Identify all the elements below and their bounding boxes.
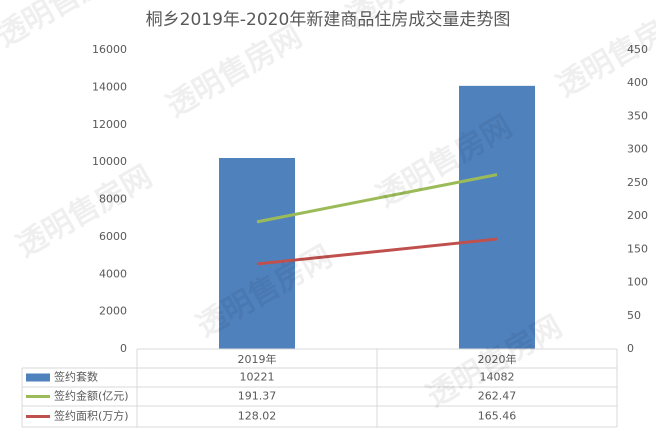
bar: [459, 85, 535, 350]
y-tick-label: 6000: [99, 230, 127, 243]
legend-label: 签约金额(亿元): [54, 389, 129, 403]
y2-tick-label: 200: [627, 209, 648, 222]
y2-tick-label: 350: [627, 109, 648, 122]
y2-tick-label: 0: [627, 342, 634, 355]
y2-tick-label: 100: [627, 276, 648, 289]
y-tick-label: 0: [120, 342, 127, 355]
x-tick-label: 2019年: [238, 352, 277, 366]
line: [256, 173, 498, 224]
y-tick-label: 10000: [92, 155, 127, 168]
y2-tick-label: 250: [627, 176, 648, 189]
table-value: 191.37: [238, 390, 277, 403]
y2-tick-label: 300: [627, 143, 648, 156]
y2-tick-label: 150: [627, 242, 648, 255]
table-value: 128.02: [238, 410, 277, 423]
chart-title: 桐乡2019年-2020年新建商品住房成交量走势图: [146, 10, 511, 30]
y-tick-label: 14000: [92, 80, 127, 93]
legend-label: 签约套数: [54, 370, 98, 384]
y-tick-label: 12000: [92, 118, 127, 131]
table-value: 10221: [240, 371, 275, 384]
legend-key: [26, 373, 50, 382]
y-tick-label: 4000: [99, 267, 127, 280]
y-tick-label: 8000: [99, 193, 127, 206]
table-value: 262.47: [478, 390, 517, 403]
table-value: 14082: [480, 371, 515, 384]
x-tick-label: 2020年: [478, 352, 517, 366]
legend-label: 签约面积(万方): [54, 409, 129, 423]
y2-tick-label: 450: [627, 43, 648, 56]
y2-tick-label: 50: [627, 309, 641, 322]
bar: [219, 157, 295, 349]
y-tick-label: 16000: [92, 43, 127, 56]
line: [256, 237, 498, 266]
table-value: 165.46: [478, 410, 517, 423]
y2-tick-label: 400: [627, 76, 648, 89]
y-tick-label: 2000: [99, 305, 127, 318]
